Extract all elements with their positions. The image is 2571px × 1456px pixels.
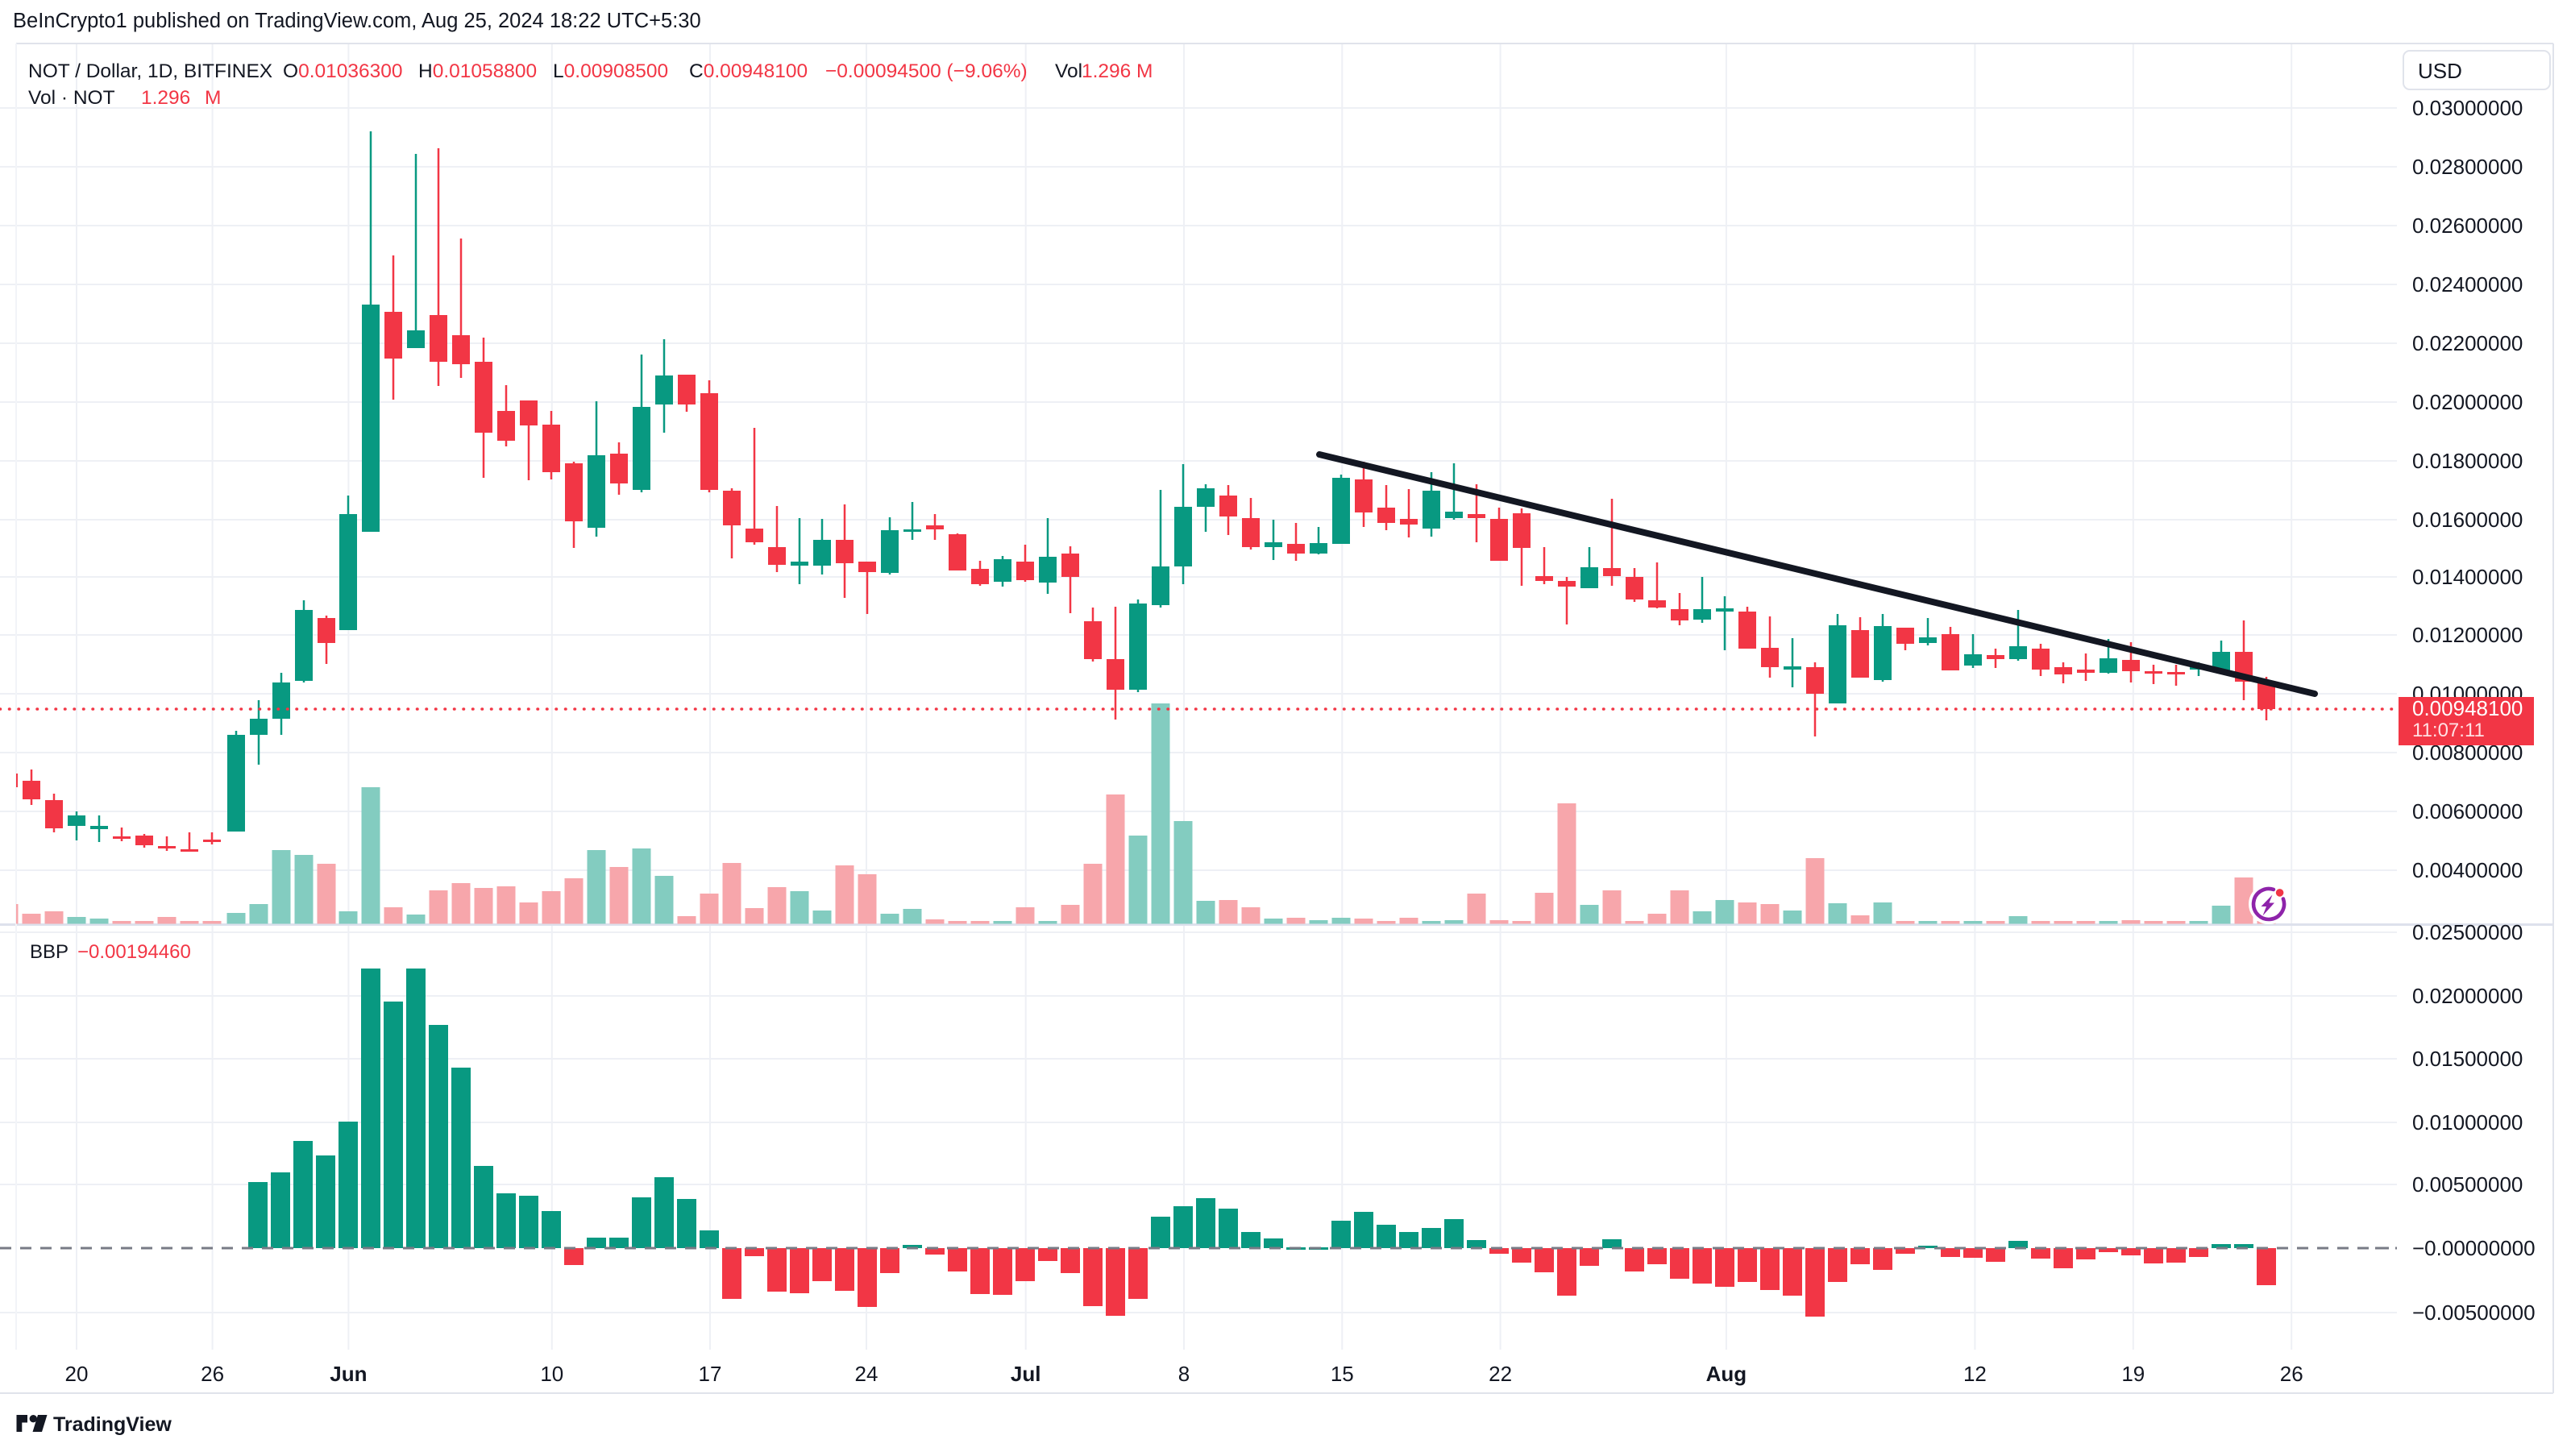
- svg-text:0.02400000: 0.02400000: [2412, 272, 2523, 297]
- svg-text:0.01000000: 0.01000000: [2412, 1110, 2523, 1135]
- svg-text:−0.00000000: −0.00000000: [2412, 1236, 2536, 1260]
- svg-text:0.02000000: 0.02000000: [2412, 390, 2523, 414]
- svg-text:0.00600000: 0.00600000: [2412, 799, 2523, 823]
- svg-text:10: 10: [540, 1362, 563, 1386]
- svg-text:20: 20: [65, 1362, 89, 1386]
- svg-text:8: 8: [1178, 1362, 1190, 1386]
- svg-text:−0.00500000: −0.00500000: [2412, 1300, 2536, 1325]
- svg-text:0.02800000: 0.02800000: [2412, 155, 2523, 179]
- svg-text:Jul: Jul: [1011, 1362, 1041, 1386]
- svg-text:11:07:11: 11:07:11: [2412, 720, 2485, 741]
- svg-text:15: 15: [1331, 1362, 1354, 1386]
- svg-text:USD: USD: [2418, 59, 2462, 83]
- svg-text:0.01400000: 0.01400000: [2412, 565, 2523, 589]
- svg-text:0.00948100: 0.00948100: [2412, 696, 2523, 720]
- svg-text:24: 24: [855, 1362, 878, 1386]
- svg-text:0.01500000: 0.01500000: [2412, 1047, 2523, 1071]
- svg-text:BeInCrypto1 published on Tradi: BeInCrypto1 published on TradingView.com…: [13, 10, 701, 32]
- svg-text:0.02000000: 0.02000000: [2412, 984, 2523, 1008]
- svg-text:0.00500000: 0.00500000: [2412, 1172, 2523, 1197]
- svg-text:0.02200000: 0.02200000: [2412, 331, 2523, 355]
- svg-text:0.00400000: 0.00400000: [2412, 858, 2523, 882]
- svg-text:Aug: Aug: [1706, 1362, 1747, 1386]
- svg-text:26: 26: [201, 1362, 224, 1386]
- svg-text:19: 19: [2121, 1362, 2145, 1386]
- svg-text:BBP−0.00194460: BBP −0.00194460: [30, 941, 191, 963]
- svg-text:12: 12: [1963, 1362, 1987, 1386]
- svg-text:TradingView: TradingView: [53, 1413, 172, 1436]
- svg-text:22: 22: [1489, 1362, 1512, 1386]
- svg-text:Jun: Jun: [330, 1362, 367, 1386]
- svg-text:17: 17: [699, 1362, 722, 1386]
- svg-text:0.03000000: 0.03000000: [2412, 96, 2523, 120]
- svg-text:0.01600000: 0.01600000: [2412, 508, 2523, 532]
- svg-text:0.02500000: 0.02500000: [2412, 920, 2523, 944]
- svg-text:0.02600000: 0.02600000: [2412, 214, 2523, 238]
- svg-text:26: 26: [2280, 1362, 2303, 1386]
- svg-text:0.01200000: 0.01200000: [2412, 623, 2523, 647]
- svg-text:0.01800000: 0.01800000: [2412, 449, 2523, 473]
